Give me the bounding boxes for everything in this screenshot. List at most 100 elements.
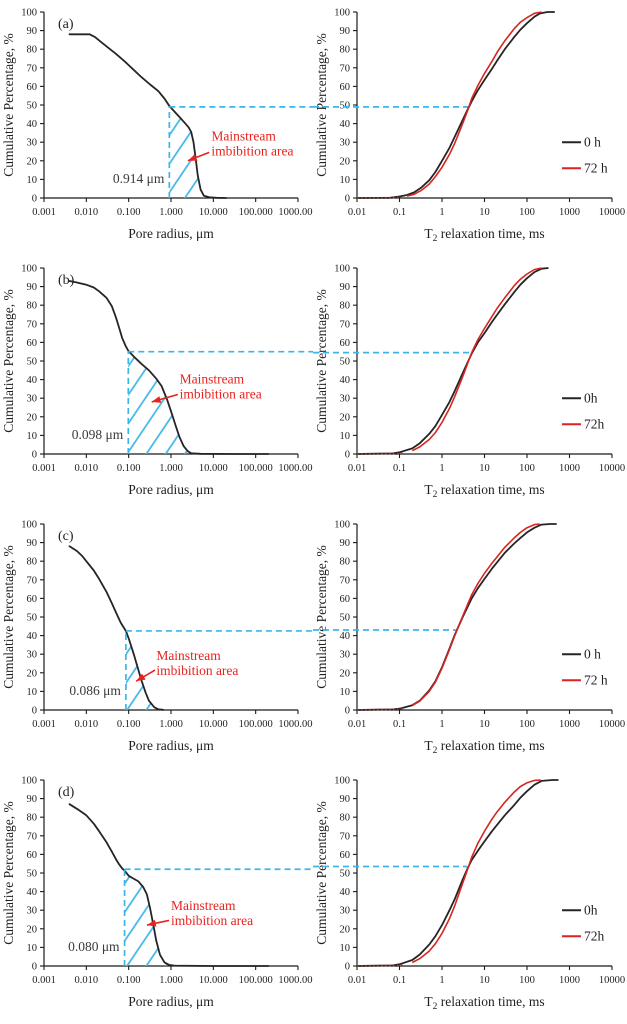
panel-letter: (a) xyxy=(58,17,74,32)
y-tick-label: 40 xyxy=(340,631,351,642)
mainstream-imbibition-hatch xyxy=(169,105,204,198)
y-axis-title: Cumulative Percentage, % xyxy=(314,289,329,433)
y-tick-label: 20 xyxy=(27,924,38,935)
y-tick-label: 0 xyxy=(32,706,37,717)
legend-label-72h: 72 h xyxy=(584,673,608,688)
annotation-label: imbibition area xyxy=(211,143,293,158)
x-tick-label: 0.010 xyxy=(75,975,99,986)
y-tick-label: 90 xyxy=(27,538,38,549)
x-tick-label: 0.1 xyxy=(393,207,406,218)
pore-radius-chart-a: 0.001 0.010 0.100 1.000 10.000 100.000 1000.00… xyxy=(1,8,313,241)
pore-radius-chart-d: 0.001 0.010 0.100 1.000 10.000 100.000 1000.00… xyxy=(1,776,313,1009)
pore-radius-chart-c: 0.001 0.010 0.100 1.000 10.000 100.000 1000.00… xyxy=(1,520,313,753)
threshold-value-label: 0.098 μm xyxy=(72,427,124,442)
t2-relaxation-chart-a: 0.01 0.1 1 10 100 1000 10000 0 10 20 30 40 50 60 70 80 9… xyxy=(313,8,625,244)
y-tick-label: 70 xyxy=(27,319,38,330)
x-tick-label: 1000 xyxy=(559,207,580,218)
legend-label-72h: 72 h xyxy=(584,161,608,176)
x-tick-label: 0.100 xyxy=(117,719,141,730)
x-tick-label: 0.010 xyxy=(75,463,99,474)
y-tick-label: 40 xyxy=(27,375,38,386)
x-tick-label: 0.001 xyxy=(32,463,56,474)
x-tick-label: 10 xyxy=(479,975,490,986)
y-tick-label: 10 xyxy=(27,175,38,186)
panel-row-a: 0.001 0.010 0.100 1.000 10.000 100.000 1000.00… xyxy=(0,0,627,256)
y-tick-label: 60 xyxy=(340,850,351,861)
annotation-label: imbibition area xyxy=(180,386,262,401)
y-tick-label: 70 xyxy=(340,63,351,74)
y-tick-label: 90 xyxy=(27,794,38,805)
y-tick-label: 50 xyxy=(27,357,38,368)
y-tick-label: 80 xyxy=(340,45,351,56)
x-tick-label: 1 xyxy=(439,975,444,986)
x-tick-label: 100 xyxy=(519,207,535,218)
y-tick-label: 20 xyxy=(27,156,38,167)
x-tick-label: 10.000 xyxy=(199,463,228,474)
threshold-value-label: 0.086 μm xyxy=(69,683,121,698)
legend-label-0h: 0h xyxy=(584,903,598,918)
y-tick-label: 50 xyxy=(340,613,351,624)
x-tick-label: 0.001 xyxy=(32,207,56,218)
legend-label-72h: 72h xyxy=(584,929,605,944)
curve-0h xyxy=(356,523,557,711)
y-tick-label: 100 xyxy=(21,520,37,531)
y-tick-label: 70 xyxy=(27,831,38,842)
y-tick-label: 0 xyxy=(345,706,350,717)
x-tick-label: 10.000 xyxy=(199,975,228,986)
y-tick-label: 80 xyxy=(340,557,351,568)
x-tick-label: 1.000 xyxy=(159,463,183,474)
x-tick-label: 1.000 xyxy=(159,719,183,730)
y-tick-label: 10 xyxy=(27,943,38,954)
y-tick-label: 90 xyxy=(27,26,38,37)
y-tick-label: 70 xyxy=(340,575,351,586)
y-tick-label: 20 xyxy=(340,412,351,423)
y-tick-label: 20 xyxy=(340,668,351,679)
y-tick-label: 90 xyxy=(27,282,38,293)
curve-0h xyxy=(356,267,549,455)
annotation-label: Mainstream xyxy=(156,648,221,663)
curve-72h xyxy=(356,196,400,199)
x-tick-label: 0.01 xyxy=(348,975,366,986)
y-tick-label: 60 xyxy=(340,594,351,605)
y-tick-label: 50 xyxy=(27,869,38,880)
y-tick-label: 10 xyxy=(27,687,38,698)
x-tick-label: 1000 xyxy=(559,719,580,730)
x-tick-label: 10000 xyxy=(599,463,625,474)
x-tick-label: 100 xyxy=(519,719,535,730)
x-tick-label: 10 xyxy=(479,719,490,730)
y-tick-label: 20 xyxy=(27,668,38,679)
x-tick-label: 0.01 xyxy=(348,719,366,730)
curve-72h xyxy=(411,779,541,964)
y-tick-label: 10 xyxy=(340,687,351,698)
x-axis-title: Pore radius, μm xyxy=(128,482,214,497)
annotation-arrow xyxy=(187,151,210,162)
x-tick-label: 100.000 xyxy=(239,463,273,474)
threshold-value-label: 0.080 μm xyxy=(68,939,120,954)
x-tick-label: 1000.000 xyxy=(278,719,313,730)
x-axis-title: T2 relaxation time, ms xyxy=(424,738,544,756)
y-tick-label: 50 xyxy=(340,357,351,368)
y-tick-label: 30 xyxy=(27,138,38,149)
y-tick-label: 60 xyxy=(340,82,351,93)
y-tick-label: 30 xyxy=(340,906,351,917)
x-tick-label: 1.000 xyxy=(159,207,183,218)
y-tick-label: 100 xyxy=(334,776,350,787)
x-tick-label: 0.001 xyxy=(32,975,56,986)
y-tick-label: 60 xyxy=(340,338,351,349)
y-tick-label: 60 xyxy=(27,850,38,861)
y-tick-label: 70 xyxy=(340,319,351,330)
t2-relaxation-chart-b: 0.01 0.1 1 10 100 1000 10000 0 10 20 30 40 50 60 70 80 9… xyxy=(313,264,625,500)
threshold-value-label: 0.914 μm xyxy=(113,171,165,186)
x-tick-label: 1000 xyxy=(559,975,580,986)
y-tick-label: 70 xyxy=(27,575,38,586)
x-tick-label: 100 xyxy=(519,463,535,474)
mainstream-imbibition-hatch xyxy=(125,631,155,710)
x-axis-title: T2 relaxation time, ms xyxy=(424,994,544,1012)
y-tick-label: 0 xyxy=(345,450,350,461)
x-axis-title: T2 relaxation time, ms xyxy=(424,482,544,500)
y-tick-label: 30 xyxy=(340,394,351,405)
x-tick-label: 0.01 xyxy=(348,207,366,218)
y-tick-label: 60 xyxy=(27,338,38,349)
y-tick-label: 100 xyxy=(21,264,37,275)
annotation-label: Mainstream xyxy=(180,371,245,386)
